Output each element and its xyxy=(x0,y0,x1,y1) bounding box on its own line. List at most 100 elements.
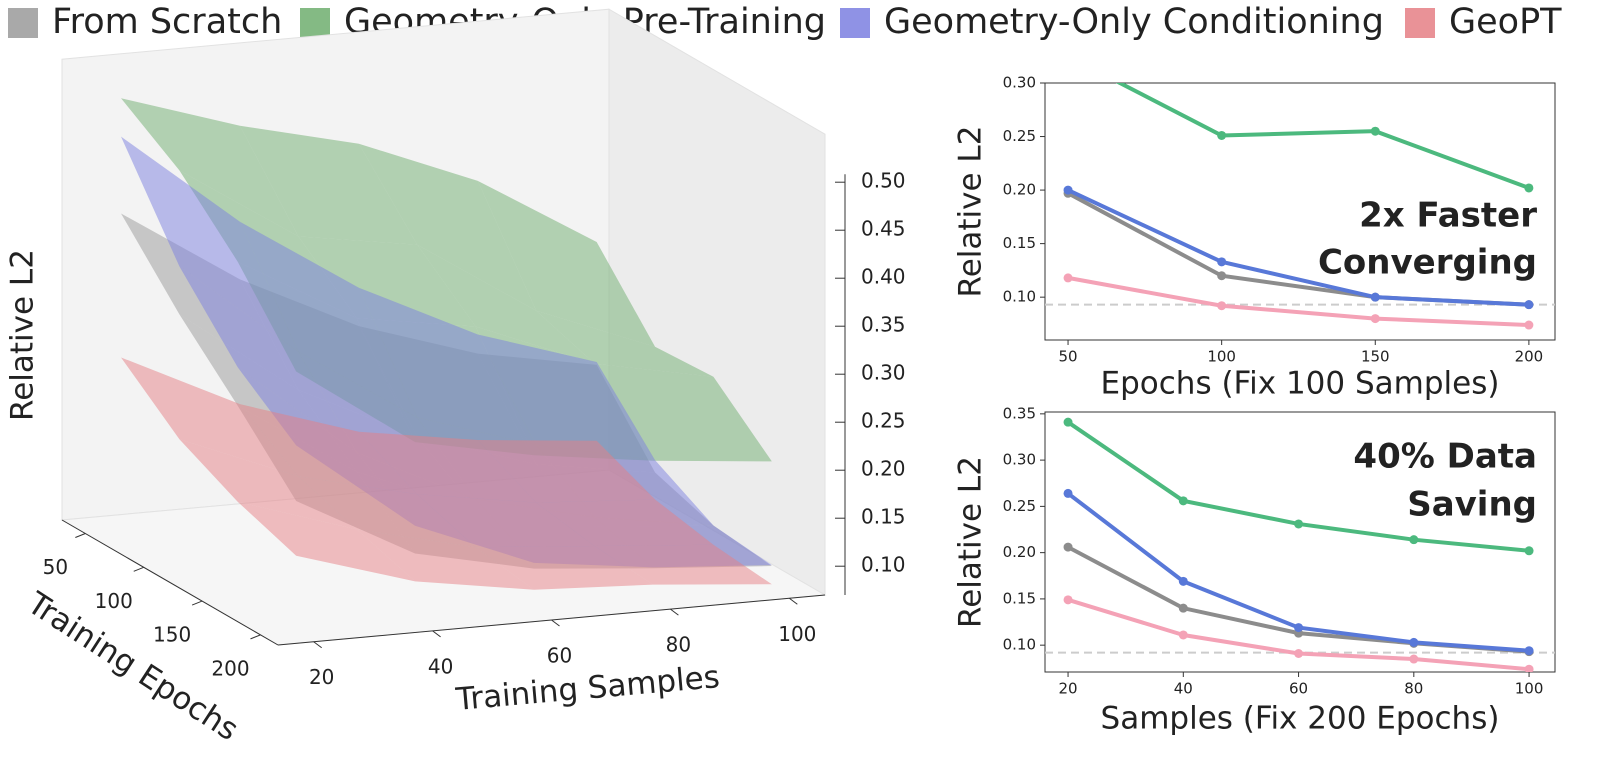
point xyxy=(1217,301,1227,311)
annotation: 2x Faster xyxy=(1359,196,1537,236)
y-tick-label: 50 xyxy=(43,555,68,579)
y-tick-label: 150 xyxy=(153,623,191,647)
plot-frame xyxy=(1044,411,1556,673)
legend-label: From Scratch xyxy=(52,2,282,42)
surface-patch xyxy=(536,310,714,377)
point xyxy=(1370,314,1380,324)
point xyxy=(1409,654,1419,664)
z-tick-label: 0.35 xyxy=(861,313,906,337)
x-tick-label: 100 xyxy=(778,622,816,646)
x-tick xyxy=(551,619,560,627)
x-tick xyxy=(432,630,441,638)
z-tick-label: 0.40 xyxy=(861,265,906,289)
z-tick-label: 0.50 xyxy=(861,169,906,193)
surface-patch xyxy=(477,440,656,503)
x-tick-label: 60 xyxy=(547,644,572,668)
x-tick-label: 100 xyxy=(1207,348,1236,366)
z-tick-label: 0.10 xyxy=(861,553,906,577)
surface-patch xyxy=(417,494,595,548)
point xyxy=(1409,637,1419,647)
y-tick-label: 0.10 xyxy=(1003,636,1036,654)
annotation: Saving xyxy=(1407,485,1537,525)
surface-patch xyxy=(298,236,476,327)
point xyxy=(1063,595,1073,605)
x-tick-label: 200 xyxy=(1515,348,1544,366)
z-tick-label: 0.30 xyxy=(861,361,906,385)
x-axis-label: Samples (Fix 200 Epochs) xyxy=(1101,701,1500,737)
point xyxy=(1178,576,1188,586)
legend-swatch xyxy=(8,8,38,38)
x-tick-label: 40 xyxy=(428,654,453,678)
x-tick-label: 100 xyxy=(1515,680,1544,698)
point xyxy=(1370,292,1380,302)
point xyxy=(1063,542,1073,552)
surface-patch xyxy=(477,180,656,347)
y-tick xyxy=(75,533,86,538)
surface-patch xyxy=(179,266,357,453)
y-axis-label: Relative L2 xyxy=(953,126,989,298)
point xyxy=(1370,126,1380,136)
point xyxy=(1524,320,1534,330)
x-tick-label: 150 xyxy=(1361,348,1390,366)
line xyxy=(1115,83,1530,190)
point xyxy=(1178,630,1188,640)
x-tick-label: 20 xyxy=(309,665,334,689)
point xyxy=(1294,519,1304,529)
surface-patch xyxy=(239,125,418,245)
surface-patch xyxy=(121,136,299,352)
y-tick-label: 0.15 xyxy=(1003,234,1036,252)
point xyxy=(1217,257,1227,267)
legend-swatch xyxy=(300,8,330,38)
y-axis-line xyxy=(61,519,279,646)
surface-patch xyxy=(358,287,537,446)
surface-patch xyxy=(536,499,714,547)
y-tick xyxy=(133,566,144,572)
point xyxy=(1524,300,1534,310)
z-tick-label: 0.45 xyxy=(861,217,906,241)
point xyxy=(1524,646,1534,656)
legend-label: Geometry-Only Conditioning xyxy=(884,2,1384,42)
point xyxy=(1294,623,1304,633)
surface-patch xyxy=(298,476,476,548)
x-tick-label: 80 xyxy=(666,633,691,657)
surface-patch xyxy=(358,143,537,311)
y-tick-label: 0.35 xyxy=(1003,404,1036,422)
surface-patch xyxy=(237,501,416,582)
x-axis-label: Training Samples xyxy=(454,659,722,718)
point xyxy=(1524,664,1534,672)
line xyxy=(1067,275,1529,328)
x-tick-label: 50 xyxy=(1058,348,1077,366)
annotation: 40% Data xyxy=(1353,437,1537,477)
point xyxy=(1178,603,1188,613)
x-tick-label: 40 xyxy=(1174,680,1193,698)
plot-area xyxy=(1063,417,1534,672)
surface-patch xyxy=(358,431,537,503)
x-axis-label: Epochs (Fix 100 Samples) xyxy=(1101,366,1500,402)
surface-patch xyxy=(121,98,299,237)
point xyxy=(1064,52,1073,61)
legend-swatch xyxy=(1405,8,1435,38)
surface-patch xyxy=(239,221,418,418)
z-tick-label: 0.15 xyxy=(861,505,906,529)
surface-patch xyxy=(239,404,418,495)
plot-frame xyxy=(1044,82,1556,341)
y-tick-label: 0.20 xyxy=(1003,543,1036,561)
y-tick-label: 0.30 xyxy=(1003,451,1036,469)
point xyxy=(1063,488,1073,498)
y-tick-label: 0.25 xyxy=(1003,497,1036,515)
y-axis-label: Relative L2 xyxy=(953,456,989,628)
point xyxy=(1217,130,1227,140)
surface-patch xyxy=(121,357,299,477)
surface-patch xyxy=(417,244,595,364)
point xyxy=(1063,185,1073,195)
point xyxy=(1217,271,1227,281)
point xyxy=(1294,648,1304,658)
x-tick-label: 20 xyxy=(1059,680,1078,698)
point xyxy=(1524,183,1534,193)
surface-patch xyxy=(356,529,534,590)
x-tick xyxy=(670,608,679,616)
plot-area xyxy=(1063,52,1534,330)
line xyxy=(1067,188,1529,307)
